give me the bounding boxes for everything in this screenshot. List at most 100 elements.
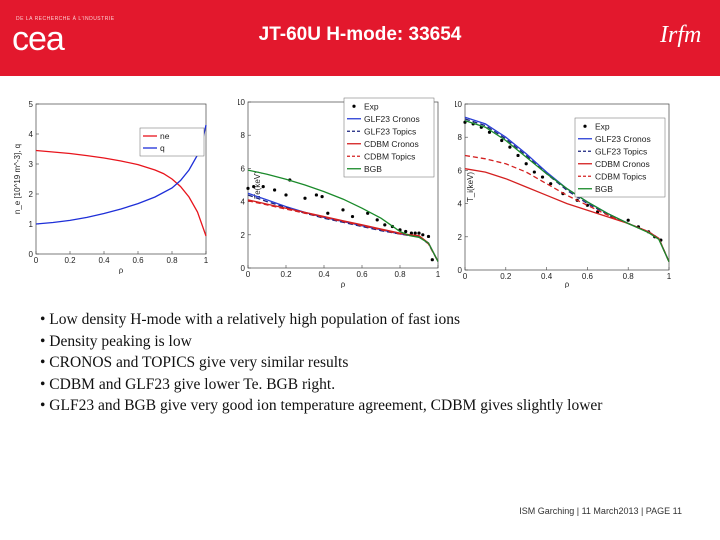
x-axis-label: ρ xyxy=(565,279,570,288)
y-tick-label: 5 xyxy=(29,100,34,109)
plot-frame xyxy=(464,103,670,271)
x-tick-label: 0.6 xyxy=(132,256,144,265)
x-tick-label: 0.2 xyxy=(64,256,76,265)
x-tick-label: 0.4 xyxy=(98,256,110,265)
legend-label: CDBM Topics xyxy=(364,151,415,161)
x-tick-label: 0.8 xyxy=(166,256,178,265)
legend-label: CDBM Cronos xyxy=(595,159,650,169)
y-tick-label: 8 xyxy=(241,131,246,140)
x-tick-label: 0.6 xyxy=(356,270,368,279)
x-tick-label: 1 xyxy=(204,256,209,265)
x-tick-label: 0.2 xyxy=(500,272,512,281)
data-point xyxy=(350,214,355,219)
bullet-item: • Density peaking is low xyxy=(40,332,192,350)
y-tick-label: 4 xyxy=(458,200,463,209)
y-tick-label: 0 xyxy=(458,266,463,275)
y-tick-label: 2 xyxy=(29,190,34,199)
legend-label: Exp xyxy=(364,101,379,111)
legend-box xyxy=(139,127,205,157)
legend-label: ne xyxy=(160,131,170,141)
data-point xyxy=(487,130,492,134)
legend-marker xyxy=(352,104,356,108)
series-line xyxy=(247,192,439,262)
legend-label: GLF23 Topics xyxy=(595,146,647,156)
series-line xyxy=(35,149,207,237)
density-q-chart: 0 0.2 0.4 0.6 0.8 1 0 1 2 3 4 5 ρ n_e [10^19 m^-3], q… xyxy=(12,92,212,274)
x-tick-label: 0.6 xyxy=(582,272,594,281)
data-point xyxy=(421,233,425,237)
data-point xyxy=(430,258,434,262)
y-tick-label: 8 xyxy=(458,133,463,142)
bullet-item: • CDBM and GLF23 give lower Te. BGB righ… xyxy=(40,375,336,393)
data-point xyxy=(375,218,379,222)
cea-tagline: DE LA RECHERCHE À L'INDUSTRIE xyxy=(16,16,115,22)
y-tick-label: 6 xyxy=(458,166,463,175)
x-tick-label: 0 xyxy=(463,272,468,281)
series-line xyxy=(247,169,439,262)
data-point xyxy=(284,193,288,197)
legend-label: BGB xyxy=(364,164,382,174)
y-axis-label: T_i(keV) xyxy=(466,172,475,203)
legend-label: Exp xyxy=(595,121,610,131)
footer-text: ISM Garching | 11 March2013 | PAGE 11 xyxy=(519,506,682,516)
y-axis-label: n_e [10^19 m^-3], q xyxy=(13,144,22,214)
slide-title: JT-60U H-mode: 33654 xyxy=(258,24,462,45)
y-tick-label: 0 xyxy=(241,264,246,273)
bullet-item: • Low density H-mode with a relatively h… xyxy=(40,311,460,328)
data-point xyxy=(273,188,277,192)
x-axis-label: ρ xyxy=(119,265,124,274)
legend-marker xyxy=(583,124,587,128)
data-point xyxy=(326,211,330,215)
data-point xyxy=(320,195,324,199)
data-point xyxy=(524,162,528,166)
y-axis-label: Te(keV) xyxy=(253,171,262,199)
x-tick-label: 0.4 xyxy=(541,272,553,281)
data-point xyxy=(549,182,553,186)
plot-frame xyxy=(247,101,439,269)
legend-label: q xyxy=(160,143,165,153)
legend-box xyxy=(343,97,435,178)
y-tick-label: 1 xyxy=(29,220,34,229)
y-tick-label: 10 xyxy=(238,98,246,107)
legend-label: GLF23 Topics xyxy=(364,126,416,136)
series-line xyxy=(247,194,439,262)
data-point xyxy=(508,145,512,149)
y-tick-label: 6 xyxy=(241,164,246,173)
legend-label: CDBM Topics xyxy=(595,171,646,181)
data-point xyxy=(626,218,630,222)
data-point xyxy=(314,193,318,197)
data-point xyxy=(366,211,370,215)
irfm-logo: Irfm xyxy=(660,22,702,48)
plot-frame xyxy=(35,103,207,255)
y-tick-label: 2 xyxy=(241,231,246,240)
data-point xyxy=(252,185,256,189)
series-line xyxy=(464,154,670,262)
series-line xyxy=(247,199,439,262)
legend-label: GLF23 Cronos xyxy=(595,134,651,144)
data-point xyxy=(261,185,265,189)
data-point xyxy=(409,231,413,235)
header-bar: DE LA RECHERCHE À L'INDUSTRIE cea JT-60U… xyxy=(0,0,720,76)
data-point xyxy=(404,229,408,234)
bullet-list: • Low density H-mode with a relatively h… xyxy=(40,309,680,417)
y-tick-label: 4 xyxy=(241,198,246,207)
y-tick-label: 10 xyxy=(455,100,463,109)
legend-box xyxy=(574,117,666,198)
x-tick-label: 0.8 xyxy=(623,272,635,281)
data-point xyxy=(246,186,250,190)
data-point xyxy=(426,234,431,239)
x-tick-label: 0 xyxy=(246,270,251,279)
x-tick-label: 1 xyxy=(667,272,672,281)
data-point xyxy=(532,170,536,174)
cea-logo: cea xyxy=(12,20,65,58)
bullet-item: • CRONOS and TOPICS give very similar re… xyxy=(40,354,349,371)
data-point xyxy=(413,231,417,235)
y-tick-label: 3 xyxy=(29,160,34,169)
x-tick-label: 1 xyxy=(436,270,441,279)
data-point xyxy=(516,153,520,158)
x-tick-label: 0 xyxy=(34,256,39,265)
y-tick-label: 0 xyxy=(29,250,34,259)
ion-temperature-chart: 0 0.2 0.4 0.6 0.8 1 0 2 4 6 8 10 ρ T_i(keV) Exp GLF23 C… xyxy=(455,92,675,288)
